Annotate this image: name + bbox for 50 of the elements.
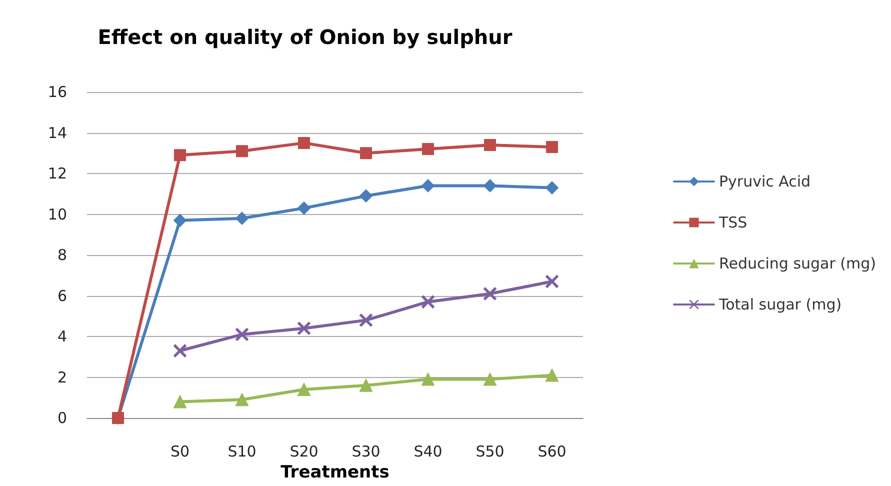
legend-label: Pyruvic Acid xyxy=(718,172,811,190)
point xyxy=(546,181,558,194)
point xyxy=(546,368,558,382)
x-tick-label: S30 xyxy=(352,442,380,460)
point xyxy=(422,295,434,308)
y-tick-label: 10 xyxy=(48,205,67,224)
point xyxy=(360,147,372,160)
point xyxy=(236,393,248,406)
point xyxy=(236,145,248,158)
x-tick-label: S50 xyxy=(476,442,504,460)
legend-label: Reducing sugar (mg) xyxy=(718,254,876,272)
point xyxy=(360,314,372,327)
point xyxy=(546,141,558,154)
point xyxy=(422,143,434,156)
point xyxy=(174,344,186,358)
x-tick-label: S60 xyxy=(538,442,566,460)
point xyxy=(298,382,310,396)
legend-label: TSS xyxy=(718,214,748,232)
y-tick-label: 4 xyxy=(57,328,67,346)
x-tick-label: S40 xyxy=(414,442,442,460)
chart-title: Effect on quality of Onion by sulphur xyxy=(98,25,512,49)
point xyxy=(298,202,310,215)
y-tick-label: 16 xyxy=(48,83,67,101)
x-tick-label: S10 xyxy=(228,442,256,460)
point xyxy=(174,214,186,227)
point xyxy=(484,179,496,192)
y-tick-label: 6 xyxy=(57,286,67,305)
y-tick-label: 8 xyxy=(57,246,67,264)
point xyxy=(360,189,372,202)
y-tick-label: 14 xyxy=(48,124,67,142)
legend-label: Total sugar (mg) xyxy=(718,296,842,314)
y-tick-label: 12 xyxy=(48,164,67,182)
y-tick-label: 2 xyxy=(57,368,67,386)
point xyxy=(422,372,434,386)
point xyxy=(236,212,248,225)
point xyxy=(484,372,496,386)
point xyxy=(422,179,434,192)
point xyxy=(546,274,558,288)
point xyxy=(484,138,496,151)
x-axis-title: Treatments xyxy=(280,462,390,482)
point xyxy=(484,287,496,300)
point xyxy=(360,378,372,392)
x-tick-label: S0 xyxy=(170,442,190,460)
y-tick-label: 0 xyxy=(57,409,67,427)
point xyxy=(236,328,248,341)
point xyxy=(174,149,186,162)
point xyxy=(298,322,310,335)
point xyxy=(174,395,186,408)
point xyxy=(298,136,310,149)
x-tick-label: S20 xyxy=(290,442,318,460)
